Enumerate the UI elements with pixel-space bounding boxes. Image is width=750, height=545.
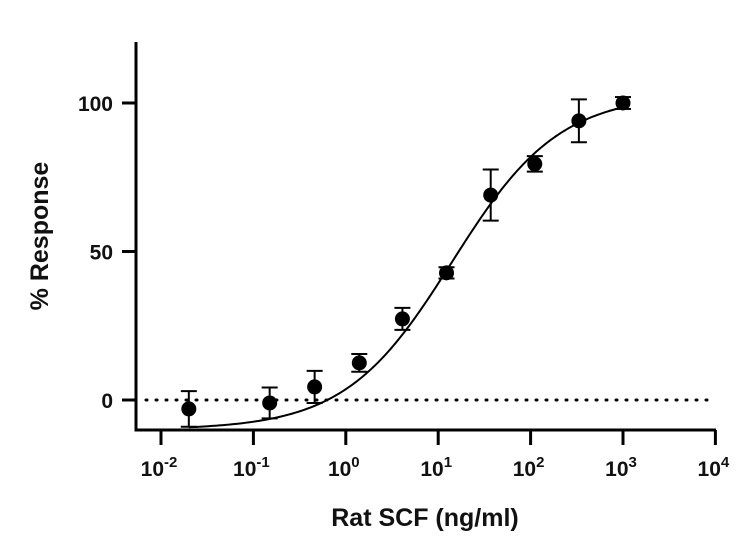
data-point bbox=[615, 95, 631, 111]
data-point bbox=[394, 311, 410, 327]
data-point bbox=[181, 401, 197, 417]
data-point bbox=[483, 187, 499, 203]
data-point-group bbox=[180, 390, 197, 428]
data-point-group bbox=[394, 306, 411, 331]
data-point-group bbox=[482, 168, 499, 222]
data-point bbox=[351, 355, 367, 371]
y-axis-title: % Response bbox=[26, 162, 54, 311]
x-tick-label: 101 bbox=[420, 454, 452, 481]
x-tick-label: 103 bbox=[605, 454, 637, 481]
x-tick-label: 102 bbox=[513, 454, 545, 481]
data-point bbox=[571, 113, 587, 129]
y-tick-label: 50 bbox=[90, 242, 113, 265]
y-tick-label: 0 bbox=[101, 390, 113, 413]
data-point-group bbox=[438, 265, 455, 281]
x-tick-label: 10-1 bbox=[233, 454, 270, 481]
data-point-group bbox=[351, 352, 368, 373]
fit-curve bbox=[188, 106, 624, 429]
data-point-group bbox=[306, 369, 323, 404]
data-point bbox=[262, 395, 278, 411]
data-point-group bbox=[615, 95, 631, 111]
data-point bbox=[439, 265, 455, 281]
y-tick-label: 100 bbox=[78, 93, 113, 116]
data-point bbox=[527, 156, 543, 172]
data-point-group bbox=[261, 386, 278, 420]
data-point-group bbox=[570, 98, 587, 144]
data-point-group bbox=[526, 155, 543, 173]
x-tick-label: 104 bbox=[698, 454, 730, 481]
x-axis-title: Rat SCF (ng/ml) bbox=[331, 504, 519, 532]
data-point bbox=[307, 379, 323, 395]
x-tick-label: 10-2 bbox=[141, 454, 178, 481]
x-tick-label: 100 bbox=[328, 454, 360, 481]
